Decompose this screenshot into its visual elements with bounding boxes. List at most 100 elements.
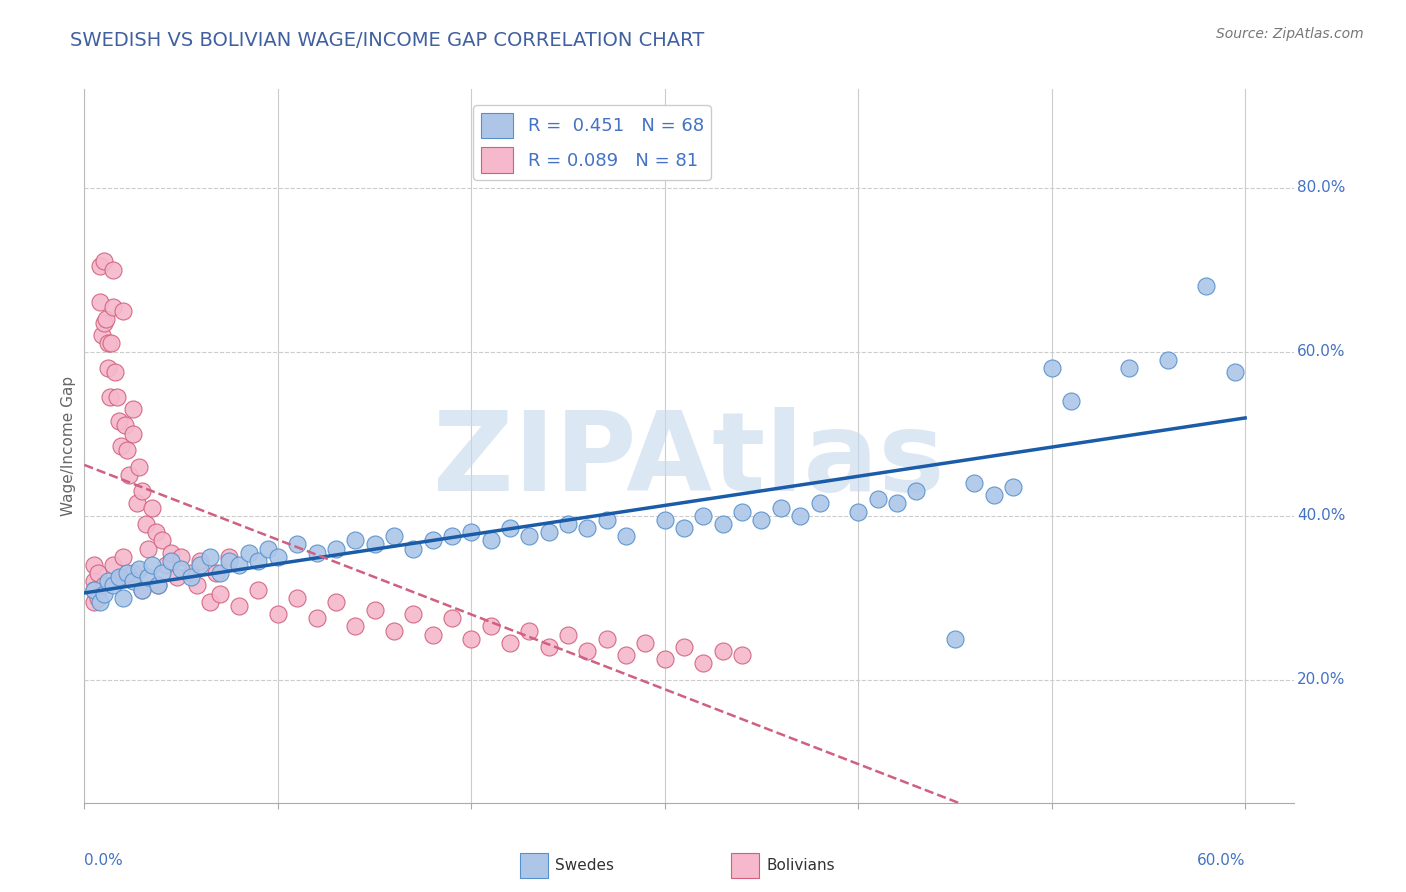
Point (103, 300, 125, 314)
Text: Swedes: Swedes (555, 858, 614, 872)
Point (751, 513, 773, 527)
Point (83, 595, 105, 609)
Point (141, 558, 163, 572)
Point (83, 574, 105, 589)
Text: 40.0%: 40.0% (1298, 508, 1346, 524)
Point (905, 484, 928, 499)
Point (963, 475, 986, 490)
Point (634, 636, 657, 650)
Point (205, 566, 228, 581)
Point (499, 636, 522, 650)
Point (141, 500, 163, 515)
Point (731, 648, 754, 662)
Point (218, 549, 240, 564)
Point (247, 554, 270, 568)
Point (155, 558, 177, 572)
Point (866, 492, 889, 507)
Point (422, 533, 444, 548)
Point (128, 562, 150, 576)
Point (557, 627, 579, 641)
Point (692, 508, 714, 523)
Text: Bolivians: Bolivians (766, 858, 835, 872)
Point (100, 336, 122, 351)
Point (285, 591, 308, 605)
Point (180, 570, 202, 584)
Point (112, 303, 135, 318)
Point (103, 558, 125, 572)
Point (145, 525, 167, 540)
Point (228, 599, 250, 613)
Point (537, 640, 560, 654)
Point (382, 624, 405, 638)
Point (93, 578, 115, 592)
Point (160, 554, 183, 568)
Text: SWEDISH VS BOLIVIAN WAGE/INCOME GAP CORRELATION CHART: SWEDISH VS BOLIVIAN WAGE/INCOME GAP CORR… (70, 31, 704, 50)
Point (135, 516, 157, 531)
Point (422, 627, 444, 641)
Point (983, 488, 1005, 502)
Point (654, 652, 676, 666)
Point (460, 632, 482, 646)
Point (136, 541, 159, 556)
Point (198, 549, 221, 564)
Point (170, 549, 193, 564)
Point (344, 533, 367, 548)
Point (576, 644, 599, 658)
Point (170, 562, 193, 576)
Point (1060, 393, 1083, 408)
Point (93, 316, 115, 330)
Point (112, 549, 135, 564)
Point (499, 521, 522, 535)
Point (83, 558, 105, 572)
Point (692, 657, 714, 671)
Point (1001, 480, 1024, 494)
Point (108, 570, 131, 584)
Point (846, 505, 869, 519)
Point (344, 619, 367, 633)
Point (769, 500, 792, 515)
Point (115, 566, 138, 581)
Point (146, 578, 169, 592)
Point (208, 587, 231, 601)
Point (1225, 365, 1247, 379)
Point (190, 558, 212, 572)
Point (305, 611, 328, 625)
Point (125, 496, 148, 510)
Point (614, 529, 637, 543)
Point (440, 611, 463, 625)
Point (112, 570, 135, 584)
Point (89, 595, 111, 609)
Point (94, 311, 117, 326)
Point (247, 582, 270, 597)
Point (115, 443, 138, 458)
Point (440, 529, 463, 543)
Point (114, 418, 136, 433)
Point (479, 533, 502, 548)
Legend: R =  0.451   N = 68, R = 0.089   N = 81: R = 0.451 N = 68, R = 0.089 N = 81 (474, 105, 711, 180)
Y-axis label: Wage/Income Gap: Wage/Income Gap (60, 376, 76, 516)
Point (87, 566, 110, 581)
Point (402, 541, 425, 556)
Point (1040, 361, 1063, 376)
Point (363, 537, 385, 551)
Point (97, 574, 120, 589)
Point (808, 496, 831, 510)
Point (673, 521, 696, 535)
Point (180, 566, 202, 581)
Point (886, 496, 908, 510)
Point (131, 582, 153, 597)
Text: 60.0%: 60.0% (1298, 344, 1346, 359)
Point (557, 516, 579, 531)
Point (596, 632, 619, 646)
Point (382, 529, 405, 543)
Text: 0.0%: 0.0% (84, 853, 124, 868)
Point (325, 541, 347, 556)
Point (150, 566, 173, 581)
Point (89, 295, 111, 310)
Point (654, 513, 676, 527)
FancyBboxPatch shape (731, 853, 759, 878)
Point (460, 525, 482, 540)
Point (363, 603, 385, 617)
Point (89, 259, 111, 273)
Point (110, 439, 132, 453)
